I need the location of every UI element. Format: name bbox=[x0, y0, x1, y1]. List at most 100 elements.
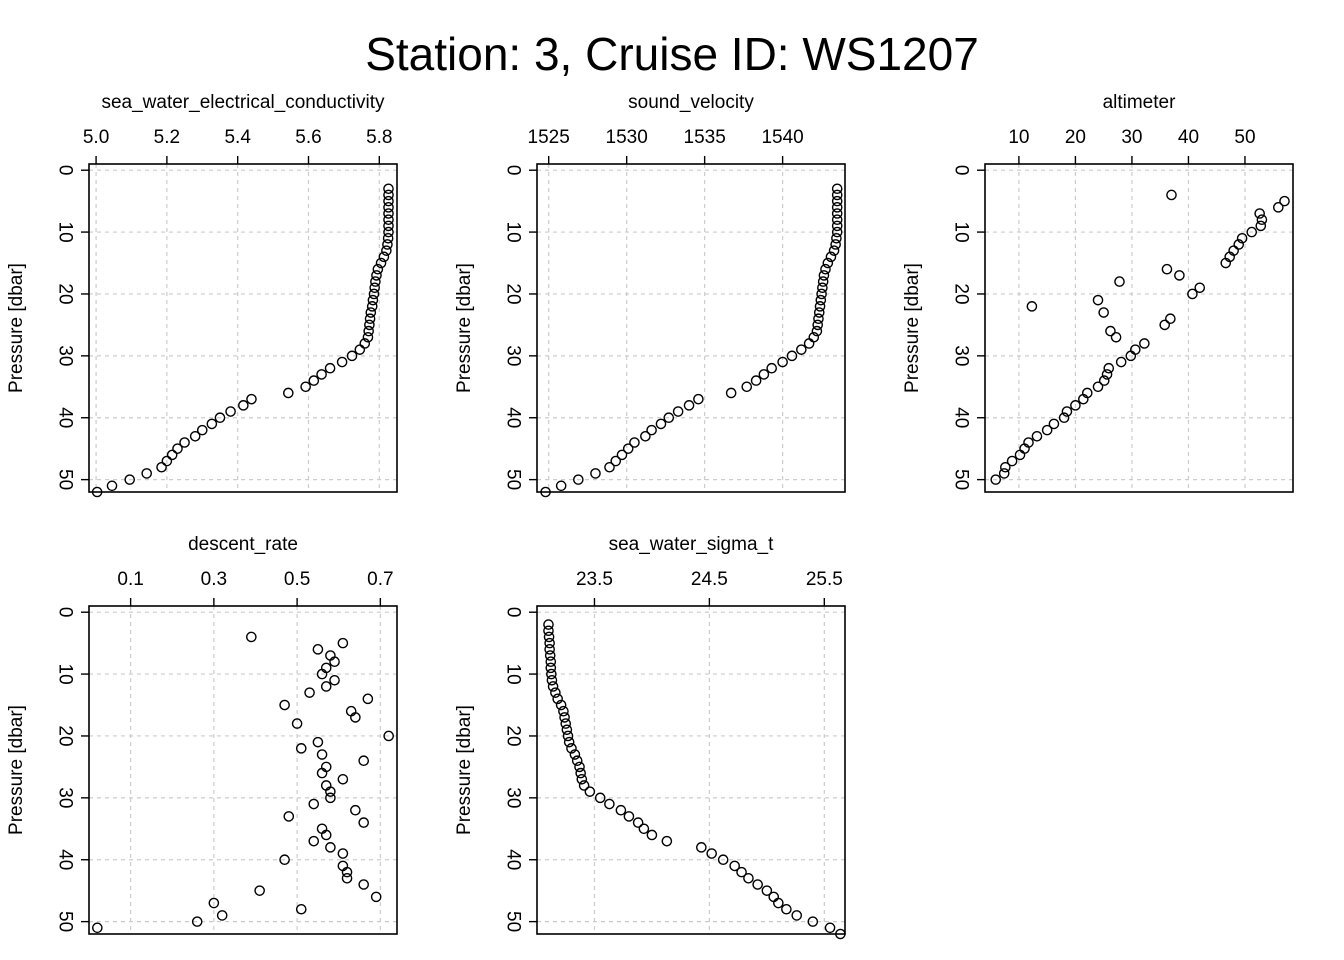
data-point-2-36 bbox=[672, 406, 684, 417]
data-point-1-49 bbox=[91, 486, 103, 498]
data-point-3-21 bbox=[1159, 319, 1171, 331]
data-point-5-37 bbox=[706, 848, 717, 859]
data-point-3-13 bbox=[1174, 270, 1185, 281]
data-point-2-21 bbox=[813, 313, 824, 325]
data-point-1-29 bbox=[324, 362, 336, 374]
data-point-4-46 bbox=[92, 922, 103, 934]
data-point-4-18 bbox=[316, 749, 328, 760]
plot-frame-5 bbox=[536, 605, 846, 935]
data-point-5-47 bbox=[791, 910, 803, 921]
data-point-1-30 bbox=[316, 369, 327, 380]
data-point-2-3 bbox=[831, 202, 843, 213]
data-point-5-34 bbox=[646, 829, 658, 841]
data-point-3-33 bbox=[1078, 393, 1089, 405]
data-point-2-34 bbox=[693, 393, 704, 405]
data-point-1-34 bbox=[246, 393, 257, 405]
data-point-2-31 bbox=[750, 375, 762, 386]
data-point-4-14 bbox=[291, 718, 303, 729]
data-point-1-24 bbox=[362, 331, 374, 343]
data-point-2-30 bbox=[758, 369, 770, 380]
data-point-5-50 bbox=[835, 928, 846, 940]
data-point-2-8 bbox=[831, 232, 842, 244]
data-point-4-45 bbox=[191, 916, 203, 927]
y-tick-label-4-1: 10 bbox=[55, 664, 76, 685]
panel-3: 10 20 30 40 50 0 10 20 30 40 50 altimeter Pressure [… bbox=[902, 92, 1294, 493]
data-point-5-36 bbox=[696, 842, 707, 853]
data-point-3-37 bbox=[1048, 418, 1060, 430]
data-point-3-20 bbox=[1165, 313, 1176, 325]
data-point-4-37 bbox=[341, 866, 353, 878]
panel-title-3: altimeter bbox=[1103, 92, 1177, 113]
data-point-1-37 bbox=[214, 412, 226, 424]
data-point-5-19 bbox=[563, 736, 575, 748]
data-point-4-22 bbox=[337, 773, 349, 785]
data-point-2-29 bbox=[766, 362, 778, 374]
data-point-4-24 bbox=[325, 786, 336, 797]
data-point-5-31 bbox=[623, 811, 635, 822]
x-tick-label-2-3: 1540 bbox=[761, 127, 803, 148]
data-point-3-45 bbox=[998, 468, 1010, 479]
data-point-5-45 bbox=[773, 897, 784, 909]
y-tick-label-1-2: 20 bbox=[55, 283, 76, 304]
panel-title-4: descent_rate bbox=[188, 534, 298, 555]
data-point-3-5 bbox=[1255, 220, 1267, 232]
data-point-5-14 bbox=[558, 705, 569, 717]
data-point-3-26 bbox=[1125, 350, 1137, 362]
data-point-1-11 bbox=[378, 251, 390, 263]
data-point-5-25 bbox=[576, 773, 588, 785]
data-point-5-42 bbox=[752, 879, 763, 890]
data-point-2-35 bbox=[683, 400, 695, 411]
data-point-4-43 bbox=[295, 903, 307, 915]
data-point-1-21 bbox=[364, 313, 376, 325]
y-tick-label-5-0: 0 bbox=[503, 607, 524, 618]
y-tick-label-3-2: 20 bbox=[951, 283, 972, 304]
data-point-1-26 bbox=[354, 344, 366, 355]
data-point-4-2 bbox=[312, 644, 324, 655]
data-point-5-46 bbox=[781, 903, 792, 915]
x-tick-label-4-1: 0.3 bbox=[201, 569, 227, 590]
data-point-2-49 bbox=[540, 486, 551, 498]
data-point-2-0 bbox=[831, 183, 843, 195]
data-point-4-35 bbox=[279, 854, 290, 866]
data-point-5-41 bbox=[743, 873, 754, 884]
data-point-5-5 bbox=[544, 650, 556, 661]
data-point-2-19 bbox=[814, 301, 826, 312]
data-point-2-39 bbox=[646, 424, 657, 436]
data-point-1-28 bbox=[336, 356, 348, 368]
data-point-4-42 bbox=[208, 897, 220, 909]
data-point-1-18 bbox=[367, 294, 379, 306]
y-axis-label-3: Pressure [dbar] bbox=[902, 263, 923, 393]
data-point-3-43 bbox=[1006, 455, 1018, 467]
data-point-1-3 bbox=[383, 202, 394, 213]
y-tick-label-4-0: 0 bbox=[55, 607, 76, 618]
data-point-3-22 bbox=[1105, 325, 1116, 337]
y-tick-label-3-0: 0 bbox=[951, 165, 972, 176]
data-point-1-17 bbox=[368, 288, 380, 300]
data-point-3-0 bbox=[1166, 189, 1177, 201]
panel-title-5: sea_water_sigma_t bbox=[609, 534, 774, 555]
data-point-2-38 bbox=[655, 418, 667, 430]
data-point-2-32 bbox=[741, 381, 753, 393]
data-point-3-46 bbox=[990, 474, 1002, 485]
data-point-2-6 bbox=[831, 220, 843, 232]
data-point-2-26 bbox=[796, 344, 807, 355]
data-point-2-15 bbox=[817, 276, 829, 287]
data-point-2-16 bbox=[817, 282, 828, 294]
data-point-1-31 bbox=[308, 375, 320, 386]
data-point-2-45 bbox=[604, 461, 615, 473]
data-point-4-28 bbox=[283, 811, 295, 822]
data-point-5-28 bbox=[594, 792, 606, 804]
data-point-2-18 bbox=[815, 294, 827, 306]
data-point-5-23 bbox=[574, 761, 585, 773]
data-point-3-42 bbox=[1014, 449, 1026, 461]
data-point-5-11 bbox=[550, 687, 561, 698]
y-tick-label-2-3: 30 bbox=[503, 345, 524, 366]
x-tick-label-5-1: 24.5 bbox=[691, 569, 728, 590]
data-point-5-43 bbox=[761, 885, 773, 896]
y-tick-label-4-3: 30 bbox=[55, 787, 76, 808]
y-tick-label-3-4: 40 bbox=[951, 407, 972, 428]
y-tick-label-1-1: 10 bbox=[55, 222, 76, 243]
data-point-2-5 bbox=[831, 214, 843, 225]
data-point-4-0 bbox=[246, 631, 257, 643]
data-point-2-9 bbox=[830, 239, 841, 250]
